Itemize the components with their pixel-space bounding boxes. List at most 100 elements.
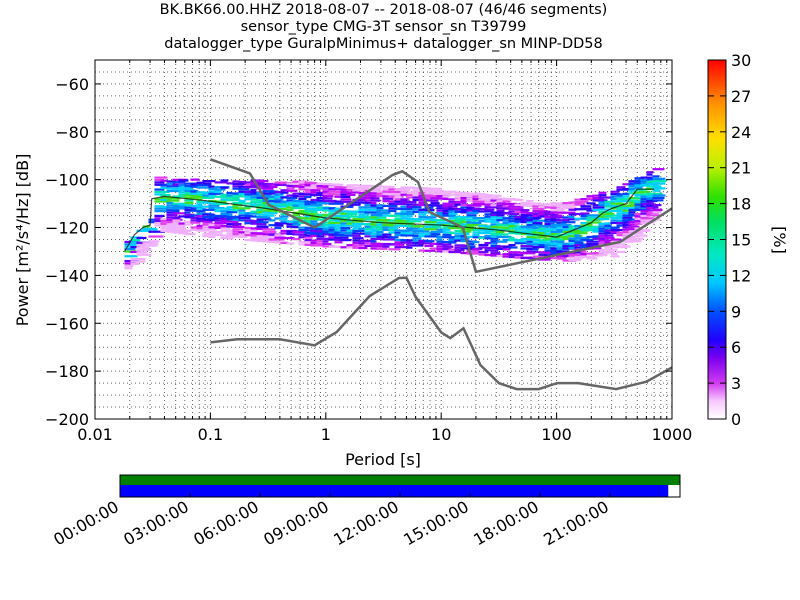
density-cell: [232, 194, 239, 197]
density-cell: [226, 191, 233, 195]
density-cell: [184, 206, 193, 209]
density-cell: [346, 188, 357, 192]
density-cell: [436, 250, 443, 253]
density-cell: [502, 212, 512, 215]
density-cell: [238, 207, 251, 210]
density-cell: [286, 196, 298, 200]
density-cell: [598, 194, 607, 197]
density-cell: [514, 239, 522, 242]
density-cell: [154, 181, 165, 184]
density-cell: [304, 183, 313, 187]
density-cell: [586, 242, 601, 246]
density-cell: [418, 230, 430, 233]
density-cell: [580, 214, 589, 217]
density-cell: [550, 218, 561, 221]
density-cell: [622, 233, 630, 236]
density-cell: [556, 221, 567, 224]
density-cell: [508, 205, 524, 208]
density-cell: [574, 241, 584, 244]
density-cell: [496, 233, 509, 236]
density-cell: [466, 204, 482, 207]
density-cell: [178, 224, 186, 228]
density-cell: [214, 233, 223, 237]
density-cell: [316, 204, 323, 207]
density-cell: [574, 251, 584, 254]
density-cell: [490, 244, 501, 248]
density-cell: [370, 240, 377, 243]
density-cell: [646, 171, 654, 174]
density-cell: [574, 258, 582, 261]
density-cell: [256, 215, 268, 219]
density-cell: [340, 224, 356, 227]
density-cell: [292, 199, 300, 202]
density-cell: [514, 254, 524, 257]
density-cell: [364, 196, 375, 200]
density-cell: [400, 207, 413, 211]
density-cell: [262, 225, 269, 229]
density-cell: [520, 233, 529, 236]
density-cell: [478, 251, 489, 254]
density-cell: [334, 186, 343, 189]
density-cell: [532, 248, 539, 251]
density-cell: [538, 205, 549, 208]
density-cell: [364, 192, 378, 195]
density-cell: [226, 237, 234, 240]
density-cell: [442, 209, 454, 212]
density-cell: [274, 222, 289, 225]
density-cell: [460, 251, 470, 255]
density-cell: [406, 246, 413, 249]
y-tick-label: −100: [45, 171, 89, 190]
density-cell: [472, 233, 480, 237]
density-cell: [274, 210, 282, 213]
density-cell: [562, 211, 576, 214]
density-cell: [526, 231, 537, 234]
timeline-tick-label: 21:00:00: [540, 497, 612, 549]
density-cell: [334, 193, 342, 196]
density-cell: [454, 201, 467, 204]
density-cell: [268, 197, 277, 200]
density-cell: [328, 190, 336, 193]
density-cell: [208, 219, 219, 222]
density-cell: [166, 223, 175, 226]
density-cell: [532, 219, 548, 222]
density-cell: [466, 240, 477, 243]
density-cell: [370, 194, 378, 197]
density-cell: [376, 228, 388, 231]
density-cell: [274, 193, 284, 196]
density-cell: [484, 220, 496, 223]
density-cell: [628, 211, 636, 214]
density-cell: [412, 206, 422, 209]
density-cell: [334, 241, 343, 244]
density-cell: [352, 220, 364, 223]
density-cell: [346, 186, 355, 189]
density-cell: [532, 245, 548, 249]
density-cell: [208, 192, 224, 195]
density-cell: [424, 194, 432, 197]
density-cell: [160, 198, 172, 201]
density-cell: [322, 240, 329, 243]
density-cell: [496, 197, 507, 200]
density-cell: [436, 242, 443, 246]
density-cell: [364, 242, 376, 245]
density-cell: [412, 234, 419, 238]
density-cell: [634, 196, 646, 199]
density-cell: [298, 193, 313, 196]
density-cell: [472, 197, 482, 201]
density-cell: [448, 198, 459, 201]
density-cell: [442, 226, 454, 229]
density-cell: [220, 186, 229, 189]
density-cell: [220, 200, 227, 204]
density-cell: [286, 201, 298, 204]
density-cell: [352, 237, 364, 240]
density-cell: [388, 248, 401, 251]
density-cell: [262, 187, 274, 190]
density-cell: [610, 214, 620, 217]
density-cell: [538, 227, 547, 230]
density-cell: [460, 206, 472, 209]
density-cell: [442, 233, 452, 236]
density-cell: [286, 232, 295, 235]
density-cell: [640, 229, 651, 232]
density-cell: [544, 218, 556, 221]
density-cell: [622, 221, 630, 224]
density-cell: [370, 237, 385, 241]
